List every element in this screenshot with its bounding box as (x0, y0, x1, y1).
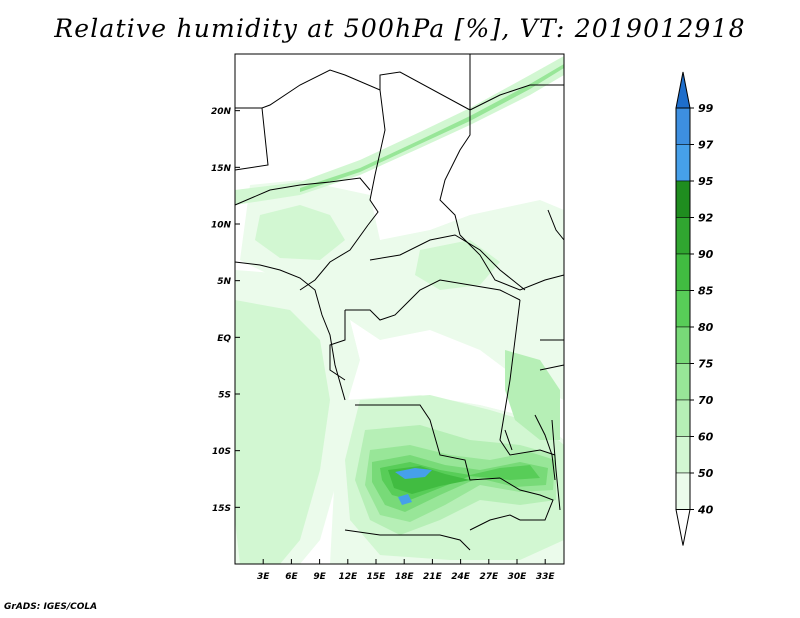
lon-tick-label: 24E (451, 572, 471, 582)
colorbar-label: 50 (698, 467, 714, 480)
colorbar-segment (675, 363, 691, 401)
lon-tick-label: 6E (285, 572, 298, 582)
lat-tick-label: 5N (217, 277, 231, 287)
colorbar-label: 95 (698, 175, 714, 188)
lon-tick-label: 9E (313, 572, 326, 582)
shade-95-blue-patch-a (395, 468, 432, 479)
border-zambia (499, 477, 554, 521)
colorbar-label: 75 (698, 358, 714, 371)
lon-tick-label: 33E (536, 572, 556, 582)
colorbar-label: 90 (698, 248, 714, 261)
border-north-4 (367, 89, 386, 226)
lon-tick-label: 12E (338, 572, 358, 582)
colorbar-label: 99 (698, 102, 714, 115)
border-jet-region (469, 84, 564, 111)
lat-tick-label: 10N (211, 221, 232, 231)
longitude-axis: 3E 6E 9E 12E 15E 18E 21E 24E 27E 30E 33E (257, 559, 555, 582)
lon-tick-label: 27E (479, 572, 499, 582)
lon-tick-label: 15E (367, 572, 387, 582)
shade-50-band-d (415, 240, 500, 290)
map-title: Relative humidity at 500hPa [%], VT: 201… (54, 14, 746, 43)
colorbar-segment (675, 472, 691, 510)
lat-tick-label: EQ (217, 334, 231, 344)
colorbar-label: 70 (698, 394, 714, 407)
map-frame (234, 53, 565, 565)
border-east-1 (547, 209, 565, 241)
border-drc-east (499, 299, 556, 456)
colorbar-top-arrow (675, 71, 691, 109)
grads-credit: GrADS: IGES/COLA (4, 602, 98, 612)
border-congo-1 (345, 279, 521, 321)
colorbar-segment (675, 217, 691, 255)
border-north-2 (234, 107, 269, 171)
border-lake-1 (534, 414, 556, 481)
colorbar: 99 97 95 92 90 85 80 75 70 60 50 40 (675, 71, 714, 546)
colorbar-label: 80 (698, 321, 714, 334)
latitude-axis: 20N 15N 10N 5N EQ 5S 10S 15S (211, 107, 240, 514)
lat-tick-label: 5S (218, 391, 231, 401)
shade-60-east (505, 350, 560, 440)
shade-jet-band (235, 56, 564, 205)
lat-tick-label: 15S (212, 504, 231, 514)
border-central-1 (299, 224, 369, 291)
lat-tick-label: 15N (211, 164, 232, 174)
border-niger-chad (234, 177, 371, 206)
border-lake-2 (504, 429, 513, 451)
colorbar-segment (675, 180, 691, 218)
colorbar-segment (675, 290, 691, 328)
colorbar-segment (675, 436, 691, 474)
lat-tick-label: 20N (211, 107, 232, 117)
colorbar-segment (675, 326, 691, 364)
shade-50-band-c (255, 205, 345, 260)
border-se-1 (551, 419, 561, 511)
humidity-shading (235, 56, 564, 564)
colorbar-outline (675, 107, 691, 510)
colorbar-label: 92 (698, 212, 714, 225)
border-central-2 (459, 234, 565, 291)
shade-95-blue-patch-b (398, 494, 412, 505)
border-south-1 (344, 529, 471, 551)
colorbar-segment (675, 144, 691, 182)
colorbar-segment (675, 107, 691, 145)
colorbar-label: 97 (698, 139, 714, 152)
lon-tick-label: 18E (395, 572, 415, 582)
border-angola (355, 404, 501, 481)
border-north-3 (439, 108, 471, 236)
lat-tick-label: 10S (212, 447, 231, 457)
colorbar-segment (675, 399, 691, 437)
shade-50-band-a (235, 300, 330, 564)
border-car (369, 234, 526, 291)
border-east-3 (539, 364, 565, 371)
border-congo-2 (329, 310, 346, 381)
colorbar-label: 85 (698, 285, 714, 298)
colorbar-label: 60 (698, 431, 714, 444)
lon-tick-label: 3E (257, 572, 270, 582)
lon-tick-label: 30E (508, 572, 528, 582)
colorbar-bottom-arrow (675, 509, 691, 546)
lon-tick-label: 21E (423, 572, 443, 582)
border-north-1 (235, 54, 471, 111)
border-south-2 (469, 514, 521, 531)
coastline-west (234, 261, 346, 401)
country-borders (234, 54, 565, 551)
colorbar-label: 40 (697, 504, 714, 517)
colorbar-segment (675, 253, 691, 291)
